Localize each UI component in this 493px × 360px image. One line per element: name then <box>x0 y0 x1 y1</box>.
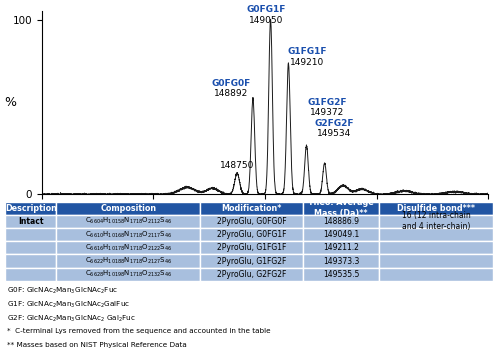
Bar <box>56 241 200 255</box>
Text: 149050: 149050 <box>249 16 283 25</box>
Text: 2PyroGlu, G1FG2F: 2PyroGlu, G1FG2F <box>217 256 286 266</box>
Bar <box>5 202 56 215</box>
Bar <box>5 241 56 255</box>
Text: C$_{6610}$H$_{10168}$N$_{1718}$O$_{2117}$S$_{46}$: C$_{6610}$H$_{10168}$N$_{1718}$O$_{2117}… <box>85 230 172 240</box>
Text: G2F: GlcNAc$_2$Man$_3$GlcNAc$_2$ Gal$_2$Fuc: G2F: GlcNAc$_2$Man$_3$GlcNAc$_2$ Gal$_2$… <box>7 314 137 324</box>
Bar <box>5 255 56 267</box>
Text: G2FG2F: G2FG2F <box>315 119 354 128</box>
Text: 16 (12 intra-chain
and 4 inter-chain): 16 (12 intra-chain and 4 inter-chain) <box>402 211 470 231</box>
Text: 148886.9: 148886.9 <box>323 217 359 226</box>
Text: Composition: Composition <box>100 204 156 213</box>
Bar <box>5 267 56 281</box>
Bar <box>56 202 200 215</box>
Text: 2PyroGlu, G0FG1F: 2PyroGlu, G0FG1F <box>217 230 286 239</box>
Text: 148892: 148892 <box>214 89 248 98</box>
Text: G1FG2F: G1FG2F <box>308 98 347 107</box>
Text: G0FG1F: G0FG1F <box>246 5 286 14</box>
Bar <box>56 255 200 267</box>
Text: 2PyroGlu, G2FG2F: 2PyroGlu, G2FG2F <box>217 270 286 279</box>
Text: *  C-terminal Lys removed from the sequence and accounted in the table: * C-terminal Lys removed from the sequen… <box>7 328 271 334</box>
Bar <box>379 202 493 215</box>
Bar <box>303 255 379 267</box>
Bar <box>303 241 379 255</box>
Y-axis label: %: % <box>4 96 16 109</box>
Text: 149535.5: 149535.5 <box>323 270 359 279</box>
Bar <box>200 255 303 267</box>
Text: G1F: GlcNAc$_2$Man$_3$GlcNAc$_2$GalFuc: G1F: GlcNAc$_2$Man$_3$GlcNAc$_2$GalFuc <box>7 300 131 310</box>
Bar <box>200 267 303 281</box>
Bar <box>379 255 493 267</box>
Bar <box>379 241 493 255</box>
Text: 149372: 149372 <box>310 108 345 117</box>
Bar <box>379 215 493 228</box>
Text: 149210: 149210 <box>290 58 324 67</box>
Text: C$_{6622}$H$_{10188}$N$_{1718}$O$_{2127}$S$_{46}$: C$_{6622}$H$_{10188}$N$_{1718}$O$_{2127}… <box>85 256 172 266</box>
Bar <box>200 241 303 255</box>
Text: C$_{6628}$H$_{10198}$N$_{1718}$O$_{2132}$S$_{46}$: C$_{6628}$H$_{10198}$N$_{1718}$O$_{2132}… <box>85 269 172 279</box>
Bar <box>379 228 493 241</box>
Text: 149049.1: 149049.1 <box>323 230 359 239</box>
Bar <box>200 215 303 228</box>
Text: Disulfide bond***: Disulfide bond*** <box>397 204 475 213</box>
Bar <box>200 228 303 241</box>
Bar <box>200 202 303 215</box>
Text: 148750: 148750 <box>220 161 254 170</box>
Text: 2PyroGlu, G1FG1F: 2PyroGlu, G1FG1F <box>217 243 286 252</box>
Text: 2PyroGlu, G0FG0F: 2PyroGlu, G0FG0F <box>217 217 286 226</box>
Text: Description: Description <box>5 204 57 213</box>
Bar <box>5 228 56 241</box>
Text: 149534: 149534 <box>317 130 352 139</box>
Text: Intact: Intact <box>18 217 43 226</box>
Bar <box>56 215 200 228</box>
Text: C$_{6604}$H$_{10158}$N$_{1718}$O$_{2112}$S$_{46}$: C$_{6604}$H$_{10158}$N$_{1718}$O$_{2112}… <box>85 216 172 226</box>
Text: Theo. Average
Mass (Da)**: Theo. Average Mass (Da)** <box>308 198 374 218</box>
Bar <box>5 215 56 228</box>
Text: 149211.2: 149211.2 <box>323 243 359 252</box>
Text: Modification*: Modification* <box>221 204 282 213</box>
Bar <box>303 228 379 241</box>
Text: G1FG1F: G1FG1F <box>287 47 327 56</box>
Text: G0FG0F: G0FG0F <box>212 79 251 88</box>
Text: 149373.3: 149373.3 <box>323 256 359 266</box>
Bar <box>303 215 379 228</box>
Text: C$_{6616}$H$_{10178}$N$_{1718}$O$_{2122}$S$_{46}$: C$_{6616}$H$_{10178}$N$_{1718}$O$_{2122}… <box>85 243 172 253</box>
Bar <box>303 267 379 281</box>
Bar <box>379 267 493 281</box>
Text: ** Masses based on NIST Physical Reference Data: ** Masses based on NIST Physical Referen… <box>7 342 187 348</box>
Bar <box>303 202 379 215</box>
Bar <box>56 267 200 281</box>
Text: G0F: GlcNAc$_2$Man$_3$GlcNAc$_2$Fuc: G0F: GlcNAc$_2$Man$_3$GlcNAc$_2$Fuc <box>7 286 118 296</box>
Bar <box>56 228 200 241</box>
